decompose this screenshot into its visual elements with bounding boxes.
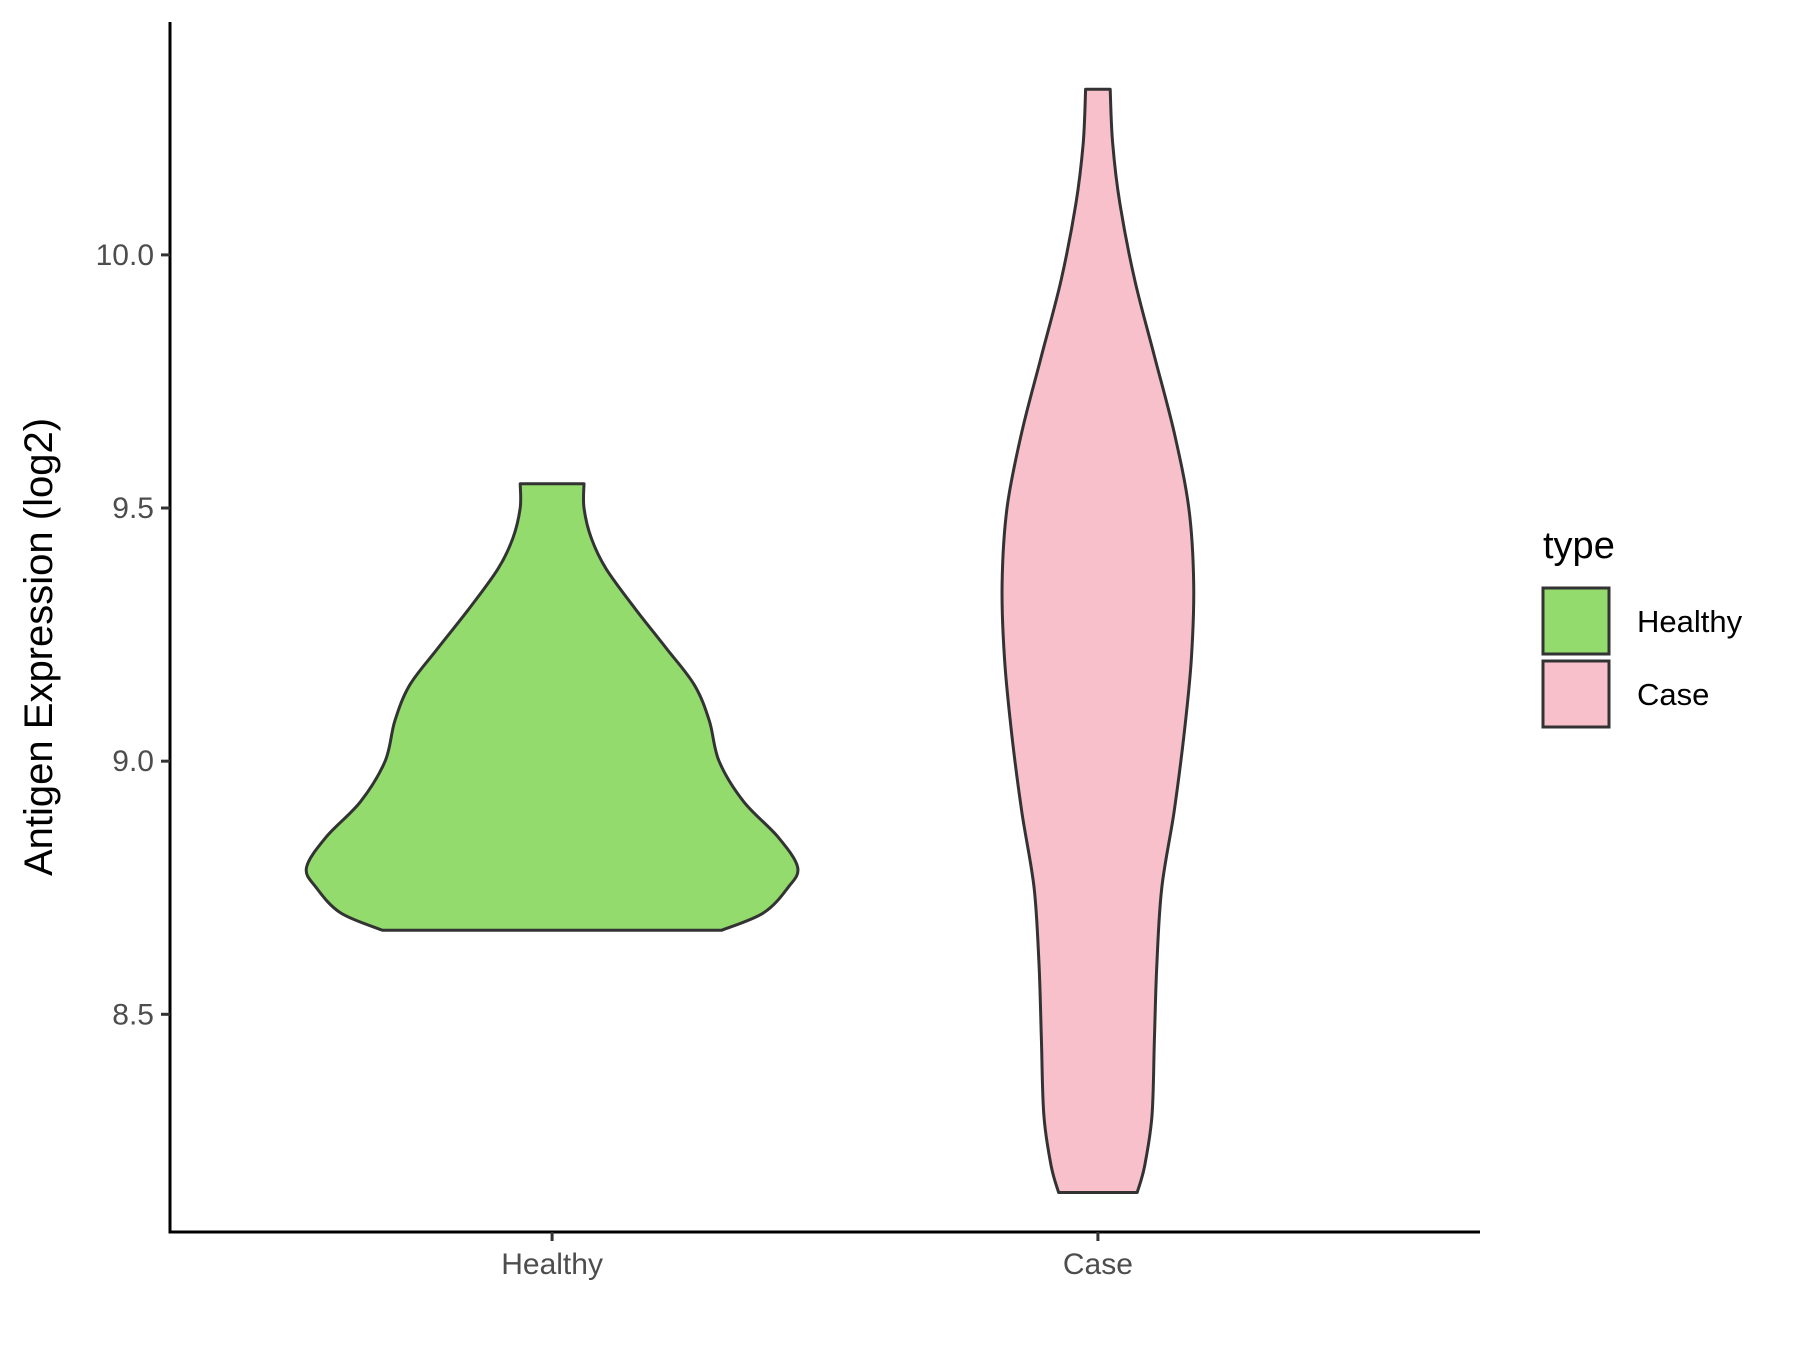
legend-key-healthy: [1541, 586, 1611, 656]
legend-label-healthy: Healthy: [1637, 604, 1743, 639]
violin-healthy: [304, 482, 800, 932]
legend-key-case: [1541, 659, 1611, 729]
y-tick-label: 10.0: [96, 239, 154, 272]
x-ticks: Healthy Case: [501, 1232, 1133, 1281]
y-tick-label: 8.5: [112, 998, 154, 1031]
y-tick-label: 9.0: [112, 745, 154, 778]
legend: type Healthy Case: [1541, 525, 1743, 729]
axes: [168, 22, 1480, 1234]
y-axis-title: Antigen Expression (log2): [17, 418, 61, 876]
legend-label-case: Case: [1637, 677, 1709, 712]
x-tick-label: Healthy: [501, 1248, 603, 1281]
violin-case: [1000, 87, 1196, 1194]
violin-layer: [304, 87, 1196, 1194]
y-ticks: 8.5 9.0 9.5 10.0: [96, 239, 170, 1031]
x-tick-label: Case: [1063, 1248, 1133, 1281]
y-tick-label: 9.5: [112, 492, 154, 525]
legend-title: type: [1543, 525, 1615, 567]
